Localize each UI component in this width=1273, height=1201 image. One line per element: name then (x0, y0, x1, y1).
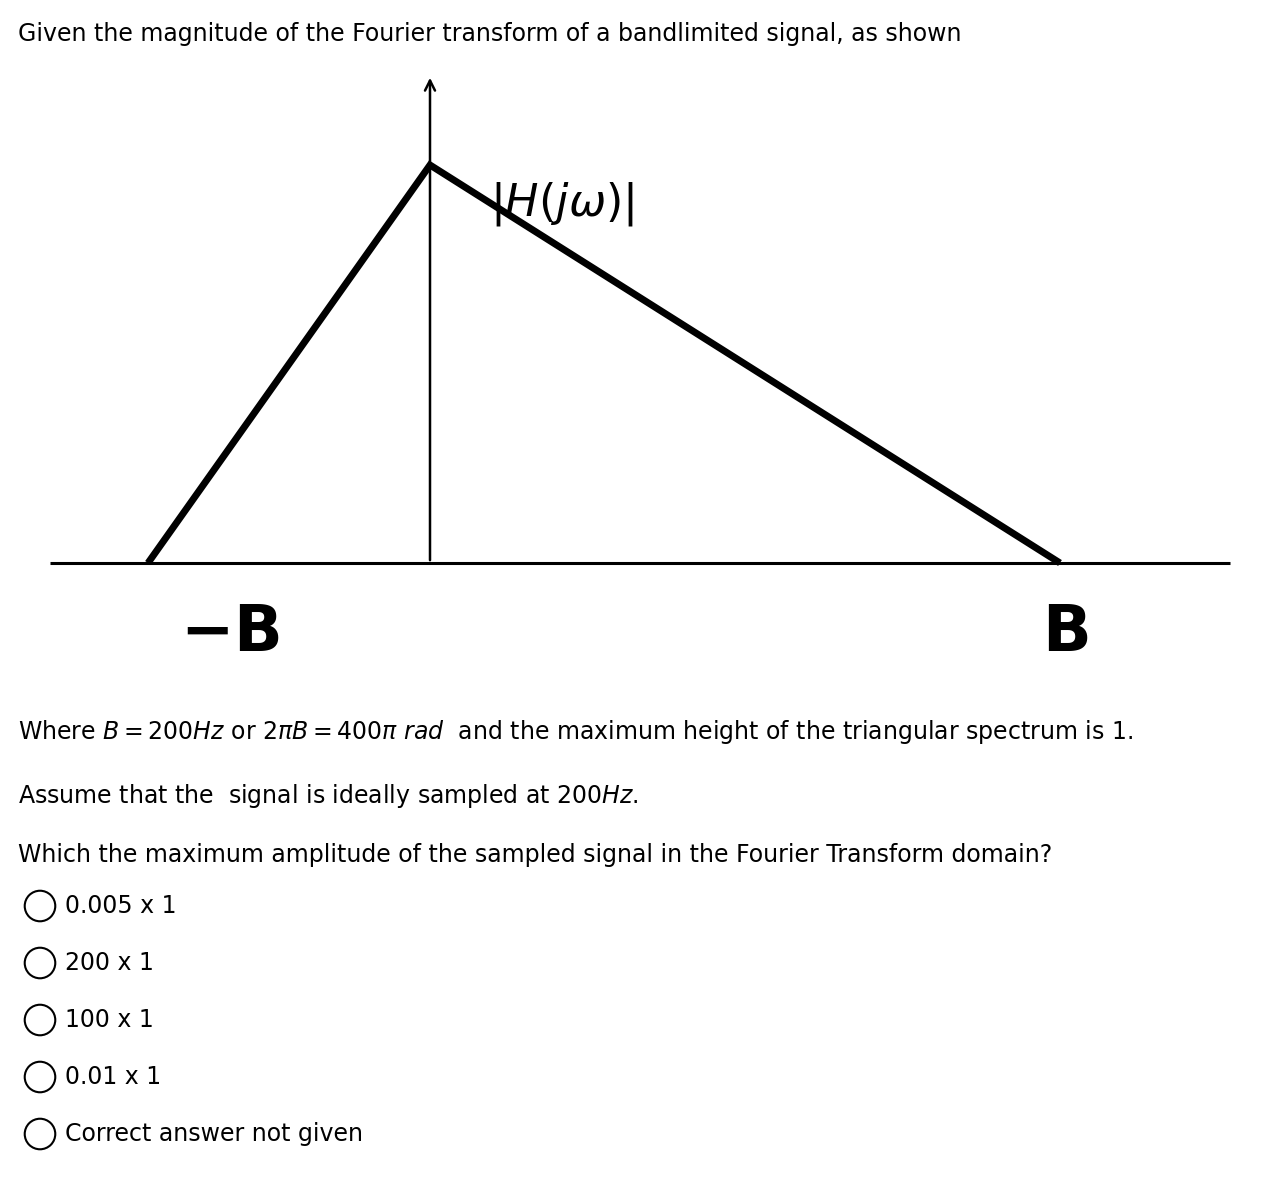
Text: Where $B = 200\mathit{Hz}$ or $2\pi B = 400\pi\ \mathit{rad}$  and the maximum h: Where $B = 200\mathit{Hz}$ or $2\pi B = … (18, 718, 1133, 746)
Text: $|H(j\omega)|$: $|H(j\omega)|$ (490, 180, 634, 228)
Text: Given the magnitude of the Fourier transform of a bandlimited signal, as shown: Given the magnitude of the Fourier trans… (18, 22, 961, 46)
Text: 200 x 1: 200 x 1 (65, 951, 154, 975)
Text: 0.005 x 1: 0.005 x 1 (65, 894, 177, 918)
Text: $\mathbf{-B}$: $\mathbf{-B}$ (179, 602, 280, 664)
Text: 100 x 1: 100 x 1 (65, 1008, 154, 1032)
Text: Correct answer not given: Correct answer not given (65, 1122, 364, 1146)
Text: Which the maximum amplitude of the sampled signal in the Fourier Transform domai: Which the maximum amplitude of the sampl… (18, 843, 1053, 867)
Text: Assume that the  signal is ideally sampled at $200\mathit{Hz}$.: Assume that the signal is ideally sample… (18, 782, 639, 809)
Text: $\mathbf{B}$: $\mathbf{B}$ (1041, 602, 1088, 664)
Text: 0.01 x 1: 0.01 x 1 (65, 1065, 162, 1089)
